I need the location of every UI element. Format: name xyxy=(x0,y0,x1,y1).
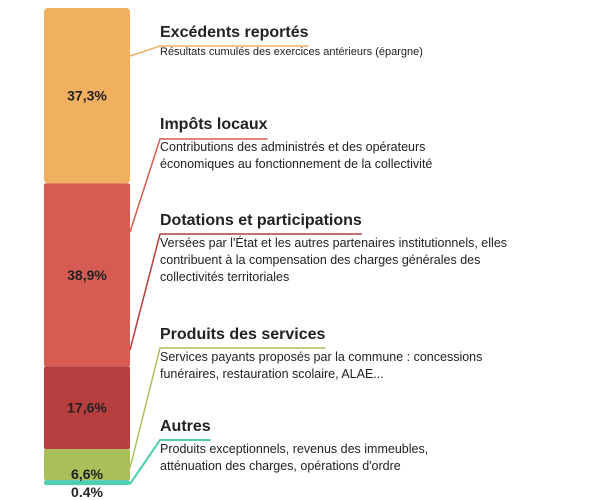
segment-labels: 37,3% 38,9% 17,6% 6,6% 0.4% xyxy=(67,88,107,500)
legend-item-autres: Autres Produits exceptionnels, revenus d… xyxy=(160,418,590,475)
connector-produits xyxy=(129,347,326,469)
legend-desc-impots: Contributions des administrés et des opé… xyxy=(160,140,433,171)
legend-item-excedents: Excédents reportés Résultats cumulés des… xyxy=(160,24,590,59)
legend-title-impots: Impôts locaux xyxy=(160,116,268,133)
legend-desc-autres: Produits exceptionnels, revenus des imme… xyxy=(160,442,429,473)
value-label-autres: 0.4% xyxy=(71,484,103,500)
legend-item-produits: Produits des services Services payants p… xyxy=(160,326,590,383)
connector-lines xyxy=(129,45,362,485)
value-label-produits: 6,6% xyxy=(71,466,103,482)
value-label-excedents: 37,3% xyxy=(67,88,107,104)
legend-item-dotations: Dotations et participations Versées par … xyxy=(160,212,590,286)
legend-desc-dotations: Versées par l'État et les autres partena… xyxy=(160,236,508,284)
bar-segment-excedents xyxy=(44,8,130,184)
legend-title-excedents: Excédents reportés xyxy=(160,24,309,41)
bar-segment-impots xyxy=(44,183,130,367)
connector-dotations xyxy=(129,233,362,351)
legend-desc-produits: Services payants proposés par la commune… xyxy=(160,350,483,381)
bar-segment-autres xyxy=(44,480,130,486)
connector-autres xyxy=(129,439,211,485)
legend-desc-excedents: Résultats cumulés des exercices antérieu… xyxy=(160,46,423,58)
bar-segment-dotations xyxy=(44,366,130,450)
legend-title-autres: Autres xyxy=(160,418,211,435)
connector-impots xyxy=(129,138,268,233)
value-label-impots: 38,9% xyxy=(67,267,107,283)
bar-segment-produits xyxy=(44,449,130,481)
legend-title-dotations: Dotations et participations xyxy=(160,212,362,229)
bar-segments xyxy=(44,8,130,486)
legend-item-impots: Impôts locaux Contributions des administ… xyxy=(160,116,590,173)
connector-excedents xyxy=(129,45,309,57)
value-label-dotations: 17,6% xyxy=(67,400,107,416)
legend-title-produits: Produits des services xyxy=(160,326,326,343)
